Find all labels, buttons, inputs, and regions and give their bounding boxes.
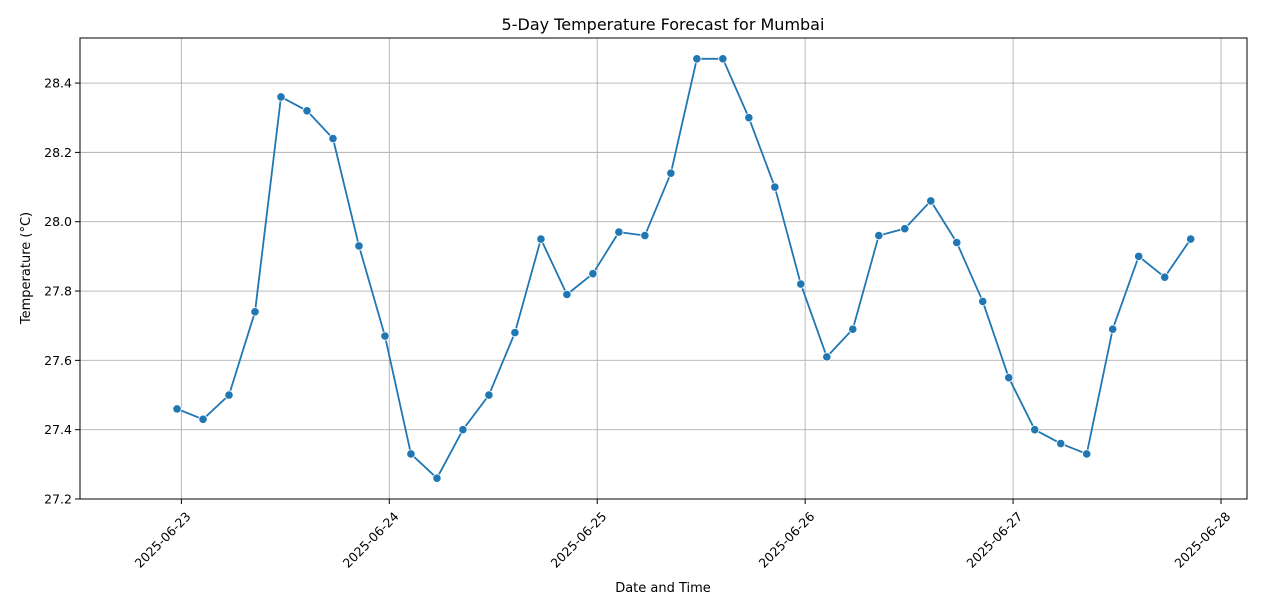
data-point	[692, 54, 702, 64]
data-point	[484, 390, 494, 400]
x-tick-label: 2025-06-26	[755, 509, 817, 571]
x-tick-label: 2025-06-25	[548, 509, 610, 571]
data-point	[1082, 449, 1092, 459]
data-point	[718, 54, 728, 64]
data-point	[588, 269, 598, 279]
data-point	[1056, 438, 1066, 449]
data-point	[328, 133, 338, 144]
data-point	[744, 113, 754, 123]
y-tick-label: 27.4	[44, 422, 72, 437]
data-points	[172, 54, 1196, 483]
data-point	[926, 196, 936, 206]
data-point	[536, 234, 546, 244]
data-point	[1030, 425, 1040, 435]
data-point	[900, 224, 910, 234]
data-point	[250, 307, 260, 317]
data-point	[666, 168, 676, 178]
y-tick-label: 28.2	[44, 145, 72, 160]
y-axis-ticks: 27.2 27.4 27.6 27.8 28.0 28.2 28.4	[44, 76, 80, 507]
data-point	[874, 230, 884, 241]
data-point	[614, 227, 624, 237]
data-point	[354, 241, 364, 251]
data-point	[406, 449, 416, 459]
y-tick-label: 27.6	[44, 353, 72, 368]
x-axis-label: Date and Time	[615, 581, 711, 596]
data-point	[796, 279, 806, 289]
data-point	[952, 237, 962, 248]
data-point	[1134, 251, 1144, 261]
data-point	[458, 425, 468, 435]
series-line-layer	[176, 57, 1192, 480]
data-point	[380, 331, 390, 341]
chart-title: 5-Day Temperature Forecast for Mumbai	[502, 15, 825, 34]
y-tick-label: 28.0	[44, 214, 72, 229]
x-axis-ticks: 2025-06-23 2025-06-24 2025-06-25 2025-06-26…	[132, 499, 1233, 571]
data-point	[198, 414, 208, 424]
x-tick-label: 2025-06-23	[132, 509, 194, 571]
grid-lines	[80, 38, 1247, 500]
y-tick-label: 27.8	[44, 284, 72, 299]
y-tick-label: 27.2	[44, 492, 72, 507]
data-point	[302, 106, 312, 116]
data-point	[172, 404, 182, 414]
x-tick-label: 2025-06-28	[1171, 509, 1233, 571]
data-point	[562, 289, 572, 300]
plot-frame	[79, 37, 1248, 500]
y-axis-label: Temperature (°C)	[19, 212, 34, 325]
data-point	[1108, 324, 1118, 334]
data-point	[432, 473, 442, 483]
y-tick-label: 28.4	[44, 76, 72, 91]
temperature-series-line	[176, 57, 1192, 480]
x-tick-label: 2025-06-24	[340, 509, 402, 571]
data-point	[1004, 373, 1014, 383]
data-point	[510, 328, 520, 338]
data-point	[978, 296, 988, 307]
data-point	[822, 352, 832, 362]
data-point	[1186, 234, 1196, 244]
data-point	[1160, 272, 1170, 282]
data-point	[276, 92, 286, 102]
x-tick-label: 2025-06-27	[963, 509, 1025, 571]
data-point	[224, 390, 234, 400]
data-point	[640, 230, 650, 241]
data-point	[770, 182, 780, 192]
data-point	[848, 324, 858, 334]
